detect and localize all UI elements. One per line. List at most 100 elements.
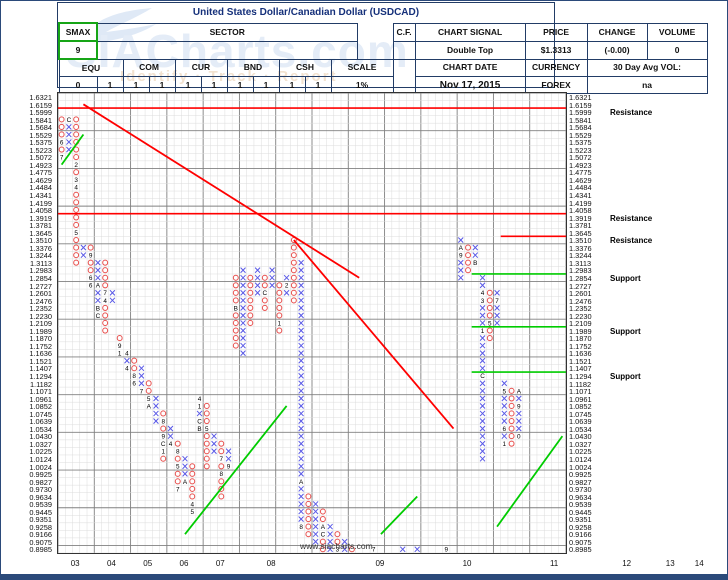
y-axis-tick: 1.0024 (569, 462, 592, 472)
y-axis-tick: 0.9539 (569, 500, 592, 510)
y-axis-tick: 1.0327 (569, 439, 592, 449)
y-axis-tick: 0.9258 (569, 522, 592, 532)
svg-text:4: 4 (103, 298, 107, 305)
y-axis-tick: 0.9925 (569, 470, 592, 480)
smax-label: SMAX (58, 22, 98, 42)
y-axis-tick: 1.5529 (29, 130, 52, 140)
y-axis-tick: 1.1636 (569, 349, 592, 359)
y-axis-tick: 1.3510 (569, 236, 592, 246)
svg-text:3: 3 (336, 547, 340, 553)
y-axis-tick: 1.0745 (569, 409, 592, 419)
svg-text:B: B (197, 426, 201, 433)
y-axis-tick: 1.1407 (569, 364, 592, 374)
y-axis-left: 1.6321 1.6159 1.5999 1.5841 1.5684 1.5529 1.53… (2, 92, 55, 554)
header-row-4: 0 1 1 1 1 1 1 1 1 1 1% Nov 17, 2015 FORE… (58, 76, 708, 94)
bnd-value-a: 1 (226, 76, 254, 94)
y-axis-tick: 1.5841 (29, 115, 52, 125)
chart-date-label: CHART DATE (414, 58, 526, 77)
y-axis-tick: 0.9166 (29, 530, 52, 540)
x-axis: 03040506070809101112131415 (57, 556, 704, 574)
y-axis-tick: 0.9351 (569, 515, 592, 525)
x-axis-tick: 08 (266, 559, 276, 568)
y-axis-tick: 1.1407 (29, 364, 52, 374)
y-axis-tick: 1.5841 (569, 115, 592, 125)
y-axis-tick: 1.2109 (29, 319, 52, 329)
y-axis-tick: 1.0745 (29, 409, 52, 419)
y-axis-tick: 1.0327 (29, 439, 52, 449)
level-annotation: Support (610, 326, 641, 336)
level-annotation: Resistance (610, 236, 653, 246)
y-axis-tick: 1.2230 (569, 311, 592, 321)
y-axis-tick: 1.6159 (29, 100, 52, 110)
svg-text:9: 9 (89, 253, 93, 260)
chart-signal-label: CHART SIGNAL (414, 22, 526, 42)
y-axis-tick: 1.1636 (29, 349, 52, 359)
y-axis-tick: 1.1071 (29, 387, 52, 397)
y-axis-tick: 1.2727 (569, 281, 592, 291)
y-axis-tick: 1.0852 (29, 402, 52, 412)
svg-text:9: 9 (161, 434, 165, 441)
svg-text:A: A (183, 479, 188, 486)
y-axis-tick: 1.2352 (569, 304, 592, 314)
y-axis-tick: 1.1182 (29, 379, 52, 389)
y-axis-tick: 1.0961 (569, 394, 592, 404)
y-axis-tick: 1.2476 (29, 296, 52, 306)
equ-value-a: 0 (58, 76, 98, 94)
svg-text:C: C (96, 313, 101, 320)
svg-text:7: 7 (220, 456, 224, 463)
y-axis-tick: 1.0225 (569, 447, 592, 457)
svg-text:A: A (321, 524, 326, 531)
svg-text:4: 4 (125, 351, 129, 358)
svg-text:9: 9 (517, 403, 521, 410)
svg-text:7: 7 (140, 388, 144, 395)
svg-text:8: 8 (220, 471, 224, 478)
y-axis-tick: 1.4484 (569, 183, 592, 193)
spacer-4 (393, 77, 415, 94)
bnd-label: BND (226, 58, 280, 77)
svg-text:9: 9 (227, 464, 231, 471)
y-axis-tick: 1.0639 (569, 417, 592, 427)
y-axis-tick: 1.2601 (29, 289, 52, 299)
bottom-accent-bar (0, 574, 728, 580)
change-label: CHANGE (586, 22, 648, 42)
y-axis-tick: 0.9075 (29, 537, 52, 547)
y-axis-tick: 0.9634 (29, 492, 52, 502)
price-label: PRICE (524, 22, 588, 42)
y-axis-tick: 1.4629 (29, 175, 52, 185)
y-axis-tick: 1.1521 (569, 356, 592, 366)
svg-text:1: 1 (198, 403, 202, 410)
y-axis-tick: 1.3781 (29, 221, 52, 231)
svg-text:A: A (299, 479, 304, 486)
y-axis-tick: 1.0124 (29, 454, 52, 464)
svg-text:C: C (161, 441, 166, 448)
y-axis-tick: 1.2476 (569, 296, 592, 306)
svg-text:B: B (473, 260, 477, 267)
svg-text:6: 6 (503, 426, 507, 433)
svg-text:4: 4 (190, 501, 194, 508)
y-axis-tick: 1.5529 (569, 130, 592, 140)
com-label: COM (122, 58, 176, 77)
y-axis-tick: 1.2230 (29, 311, 52, 321)
svg-text:6: 6 (89, 275, 93, 282)
svg-text:1: 1 (278, 320, 282, 327)
svg-text:7: 7 (495, 298, 499, 305)
y-axis-tick: 1.4058 (29, 206, 52, 216)
svg-text:C: C (197, 418, 202, 425)
svg-text:7: 7 (60, 154, 64, 161)
y-axis-tick: 1.4341 (569, 191, 592, 201)
x-axis-tick: 03 (70, 559, 80, 568)
y-axis-tick: 0.9827 (29, 477, 52, 487)
y-axis-tick: 0.9258 (29, 522, 52, 532)
svg-text:A: A (147, 403, 152, 410)
svg-text:0: 0 (517, 434, 521, 441)
svg-text:C: C (480, 373, 485, 380)
y-axis-tick: 1.2983 (29, 266, 52, 276)
y-axis-tick: 1.3376 (569, 243, 592, 253)
svg-text:1: 1 (118, 351, 122, 358)
y-axis-tick: 1.0852 (569, 402, 592, 412)
svg-text:A: A (517, 388, 522, 395)
x-axis-tick: 06 (179, 559, 189, 568)
equ-label: EQU (58, 58, 124, 77)
y-axis-tick: 0.9075 (569, 537, 592, 547)
